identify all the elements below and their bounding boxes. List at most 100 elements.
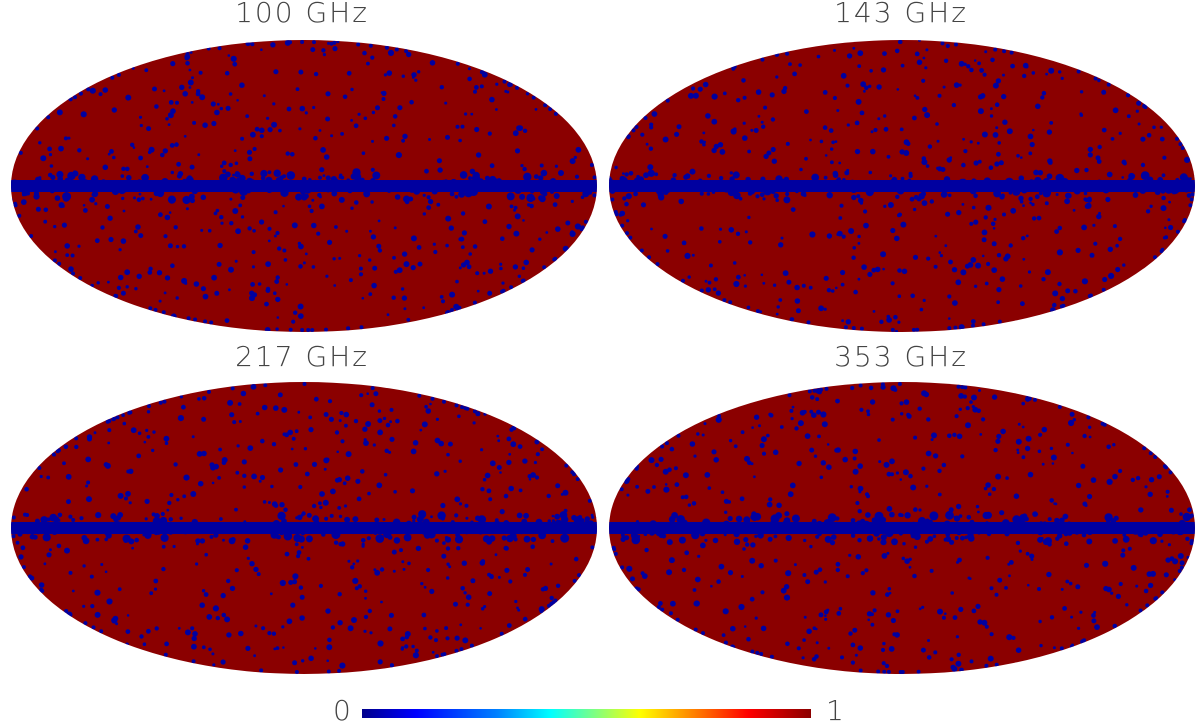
- masked-source: [338, 419, 342, 423]
- masked-source: [71, 518, 76, 522]
- masked-source: [589, 527, 593, 531]
- masked-source: [1092, 223, 1096, 227]
- masked-source: [256, 572, 261, 577]
- masked-source: [53, 224, 57, 229]
- masked-source: [960, 454, 965, 459]
- masked-source: [292, 573, 299, 580]
- masked-source: [472, 300, 477, 305]
- masked-source: [633, 191, 638, 197]
- masked-source: [809, 395, 815, 400]
- masked-source: [620, 522, 627, 530]
- masked-source: [645, 488, 651, 494]
- masked-source: [667, 467, 672, 472]
- masked-source: [826, 288, 832, 293]
- masked-source: [851, 255, 856, 260]
- masked-source: [444, 101, 448, 105]
- masked-source: [350, 565, 355, 570]
- masked-source: [358, 266, 363, 271]
- masked-source: [738, 523, 744, 528]
- masked-source: [459, 171, 468, 179]
- masked-source: [379, 567, 385, 572]
- masked-source: [1038, 432, 1043, 437]
- masked-source: [181, 277, 188, 284]
- masked-source: [912, 254, 919, 260]
- masked-source: [681, 240, 687, 246]
- masked-source: [1077, 626, 1081, 630]
- masked-source: [1033, 169, 1039, 176]
- masked-source: [476, 289, 480, 293]
- masked-source: [1156, 474, 1162, 480]
- masked-source: [400, 647, 405, 651]
- masked-source: [167, 179, 176, 189]
- masked-source: [701, 631, 705, 636]
- masked-source: [913, 545, 918, 549]
- masked-source: [1056, 249, 1063, 256]
- masked-source: [1160, 205, 1167, 212]
- masked-source: [117, 492, 124, 499]
- masked-source: [191, 635, 197, 642]
- masked-source: [1168, 224, 1174, 231]
- masked-source: [213, 211, 218, 216]
- masked-source: [1147, 528, 1153, 535]
- masked-source: [331, 190, 338, 197]
- masked-source: [68, 570, 73, 575]
- masked-source: [580, 225, 585, 230]
- masked-source: [277, 246, 282, 251]
- panel-title-1: 100 GHz: [235, 0, 369, 29]
- masked-source: [374, 517, 380, 523]
- masked-source: [1164, 184, 1171, 192]
- masked-source: [510, 524, 517, 531]
- masked-source: [1029, 553, 1035, 559]
- masked-source: [1076, 69, 1081, 74]
- masked-source: [901, 180, 909, 188]
- masked-source: [940, 41, 945, 46]
- masked-source: [852, 246, 856, 250]
- masked-source: [1069, 644, 1075, 649]
- masked-source: [610, 197, 615, 202]
- masked-source: [313, 396, 319, 402]
- masked-source: [1054, 517, 1060, 524]
- masked-source: [834, 448, 839, 453]
- masked-source: [994, 592, 999, 597]
- masked-source: [684, 550, 690, 556]
- masked-source: [1027, 133, 1034, 140]
- masked-source: [1175, 526, 1185, 536]
- masked-source: [1055, 536, 1060, 541]
- masked-source: [1082, 638, 1087, 643]
- masked-source: [294, 429, 299, 434]
- masked-source: [829, 540, 836, 546]
- masked-source: [191, 76, 194, 80]
- masked-source: [994, 662, 999, 667]
- masked-source: [1135, 109, 1139, 113]
- masked-source: [186, 316, 191, 321]
- masked-source: [107, 215, 113, 221]
- masked-source: [784, 511, 790, 517]
- masked-source: [207, 228, 212, 233]
- masked-source: [976, 408, 981, 414]
- masked-source: [1041, 90, 1047, 96]
- masked-source: [696, 524, 703, 531]
- masked-source: [273, 69, 279, 75]
- masked-source: [833, 48, 836, 52]
- masked-source: [217, 184, 222, 189]
- masked-source: [1144, 184, 1151, 191]
- masked-source: [333, 540, 339, 545]
- masked-source: [785, 141, 790, 146]
- masked-source: [298, 585, 304, 590]
- masked-source: [445, 546, 451, 551]
- masked-source: [167, 243, 173, 249]
- masked-source: [953, 515, 957, 519]
- masked-source: [1132, 523, 1138, 528]
- masked-source: [1070, 615, 1074, 619]
- masked-source: [508, 579, 513, 584]
- masked-source: [283, 258, 288, 262]
- masked-source: [912, 115, 917, 121]
- masked-source: [836, 611, 842, 616]
- masked-source: [106, 522, 114, 530]
- masked-source: [927, 536, 934, 542]
- masked-source: [40, 516, 48, 524]
- masked-source: [431, 188, 438, 195]
- masked-source: [1112, 623, 1118, 629]
- masked-source: [479, 627, 482, 630]
- masked-source: [1097, 144, 1102, 150]
